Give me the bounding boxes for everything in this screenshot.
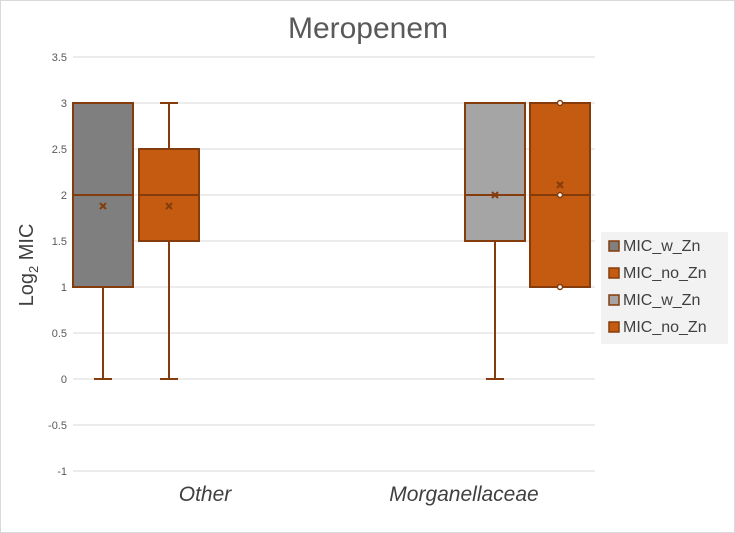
legend-label: MIC_w_Zn bbox=[623, 238, 700, 255]
y-axis-ticks: -1 -0.5 0 0.5 1 1.5 2 2.5 3 3.5 bbox=[48, 52, 67, 478]
legend-swatch bbox=[608, 294, 620, 306]
mean-marker bbox=[491, 191, 499, 199]
legend-item: MIC_no_Zn bbox=[608, 319, 707, 336]
y-axis-label-subscript: 2 bbox=[26, 266, 41, 273]
y-tick-label: -1 bbox=[57, 466, 67, 478]
legend-label: MIC_no_Zn bbox=[623, 319, 707, 336]
legend-swatch bbox=[608, 240, 620, 252]
data-point bbox=[556, 191, 564, 199]
data-point bbox=[556, 283, 564, 291]
legend-label: MIC_w_Zn bbox=[623, 292, 700, 309]
y-tick-label: 3 bbox=[61, 98, 67, 110]
legend-item: MIC_w_Zn bbox=[608, 292, 700, 309]
legend-item: MIC_w_Zn bbox=[608, 238, 700, 255]
y-axis-label-main: Log bbox=[16, 273, 38, 306]
mean-marker bbox=[165, 202, 173, 210]
y-tick-label: 3.5 bbox=[52, 52, 67, 64]
y-axis-label-tail: MIC bbox=[16, 224, 38, 266]
mean-marker-stroke bbox=[99, 202, 107, 210]
y-axis-label: Log2 MIC bbox=[16, 224, 41, 307]
y-tick-label: -0.5 bbox=[48, 420, 67, 432]
y-tick-label: 0.5 bbox=[52, 328, 67, 340]
box-body bbox=[464, 102, 526, 242]
category-label-other: Other bbox=[179, 483, 233, 506]
mean-marker-stroke bbox=[491, 191, 499, 199]
data-point bbox=[556, 99, 564, 107]
y-tick-label: 2.5 bbox=[52, 144, 67, 156]
y-tick-label: 0 bbox=[61, 374, 67, 386]
box-3 bbox=[464, 102, 526, 380]
category-label-morganellaceae: Morganellaceae bbox=[389, 483, 538, 506]
legend-swatch bbox=[608, 267, 620, 279]
legend-label: MIC_no_Zn bbox=[623, 265, 707, 282]
y-tick-label: 1 bbox=[61, 282, 67, 294]
box-2 bbox=[138, 102, 200, 380]
y-tick-label: 2 bbox=[61, 190, 67, 202]
mean-marker-stroke bbox=[165, 202, 173, 210]
box-1 bbox=[72, 102, 134, 380]
legend-background bbox=[601, 232, 728, 344]
mean-marker bbox=[556, 181, 564, 189]
box-series bbox=[72, 99, 591, 380]
legend: MIC_w_Zn MIC_no_Zn MIC_w_Zn MIC_no_Zn bbox=[601, 232, 728, 344]
legend-swatch bbox=[608, 321, 620, 333]
legend-item: MIC_no_Zn bbox=[608, 265, 707, 282]
box-4 bbox=[529, 99, 591, 291]
y-tick-label: 1.5 bbox=[52, 236, 67, 248]
mean-marker bbox=[99, 202, 107, 210]
chart-title: Meropenem bbox=[288, 12, 448, 45]
mean-marker-stroke bbox=[556, 181, 564, 189]
